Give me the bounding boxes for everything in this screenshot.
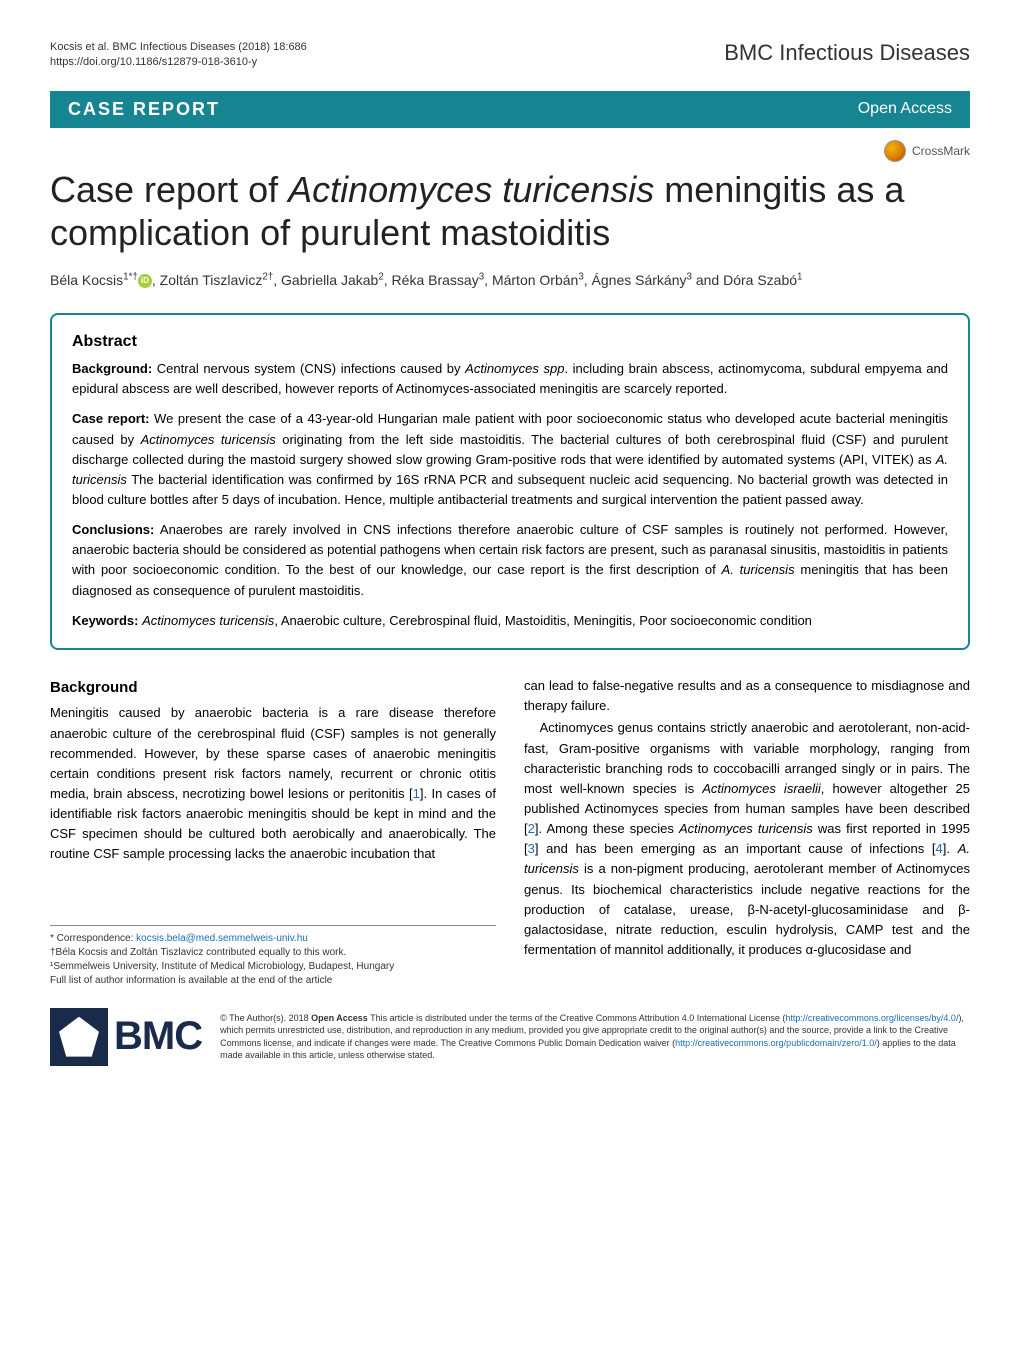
abstract-background: Background: Central nervous system (CNS)… <box>72 359 948 399</box>
citation-line-2: https://doi.org/10.1186/s12879-018-3610-… <box>50 55 307 70</box>
abstract-heading: Abstract <box>72 333 948 351</box>
col2-paragraph-2: Actinomyces genus contains strictly anae… <box>524 718 970 960</box>
abstract-conclusions: Conclusions: Anaerobes are rarely involv… <box>72 520 948 601</box>
bmc-logo-text: BMC <box>114 1014 202 1059</box>
article-type-banner: CASE REPORT Open Access <box>50 91 970 128</box>
bmc-logo-icon <box>50 1008 108 1066</box>
footnotes-block: * Correspondence: kocsis.bela@med.semmel… <box>50 925 496 988</box>
bmc-logo: BMC <box>50 1008 202 1066</box>
correspondence-label: * Correspondence: <box>50 933 136 944</box>
equal-contribution-note: †Béla Kocsis and Zoltán Tiszlavicz contr… <box>50 946 496 960</box>
header-row: Kocsis et al. BMC Infectious Diseases (2… <box>50 40 970 71</box>
correspondence-email[interactable]: kocsis.bela@med.semmelweis-univ.hu <box>136 933 308 944</box>
column-right: can lead to false-negative results and a… <box>524 676 970 987</box>
citation-line-1: Kocsis et al. BMC Infectious Diseases (2… <box>50 40 307 55</box>
authors-list: Béla Kocsis1*†, Zoltán Tiszlavicz2†, Gab… <box>50 270 970 291</box>
abstract-conclusions-text: Anaerobes are rarely involved in CNS inf… <box>72 522 948 597</box>
column-left: Background Meningitis caused by anaerobi… <box>50 676 496 987</box>
col1-paragraph: Meningitis caused by anaerobic bacteria … <box>50 703 496 864</box>
orcid-icon <box>138 274 152 288</box>
abstract-case: Case report: We present the case of a 43… <box>72 409 948 510</box>
col2-paragraph-1: can lead to false-negative results and a… <box>524 676 970 716</box>
keywords-label: Keywords: <box>72 613 138 628</box>
journal-name: BMC Infectious Diseases <box>724 40 970 66</box>
abstract-case-text: We present the case of a 43-year-old Hun… <box>72 411 948 507</box>
abstract-keywords: Keywords: Actinomyces turicensis, Anaero… <box>72 611 948 631</box>
abstract-background-label: Background: <box>72 361 152 376</box>
footer-row: BMC © The Author(s). 2018 Open Access Th… <box>50 1008 970 1066</box>
citation-block: Kocsis et al. BMC Infectious Diseases (2… <box>50 40 307 71</box>
page-container: Kocsis et al. BMC Infectious Diseases (2… <box>0 0 1020 1096</box>
abstract-background-text: Central nervous system (CNS) infections … <box>72 361 948 396</box>
crossmark-icon <box>884 140 906 162</box>
body-columns: Background Meningitis caused by anaerobi… <box>50 676 970 987</box>
abstract-box: Abstract Background: Central nervous sys… <box>50 313 970 650</box>
crossmark-badge[interactable]: CrossMark <box>50 140 970 162</box>
open-access-label: Open Access <box>858 100 952 118</box>
affiliation-note: ¹Semmelweis University, Institute of Med… <box>50 960 496 974</box>
abstract-case-label: Case report: <box>72 411 150 426</box>
crossmark-label: CrossMark <box>912 144 970 158</box>
article-type-label: CASE REPORT <box>68 99 220 120</box>
full-author-list-note: Full list of author information is avail… <box>50 974 496 988</box>
correspondence-line: * Correspondence: kocsis.bela@med.semmel… <box>50 932 496 946</box>
license-text: © The Author(s). 2018 Open Access This a… <box>220 1012 970 1061</box>
article-title: Case report of Actinomyces turicensis me… <box>50 168 970 254</box>
keywords-text: Actinomyces turicensis, Anaerobic cultur… <box>138 613 811 628</box>
background-heading: Background <box>50 676 496 699</box>
abstract-conclusions-label: Conclusions: <box>72 522 154 537</box>
